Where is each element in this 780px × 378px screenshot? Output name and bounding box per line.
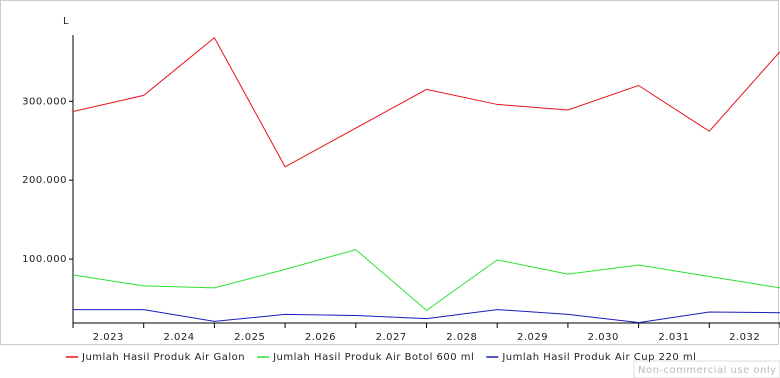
y-tick-label: 100.000 xyxy=(22,254,67,265)
legend-label: Jumlah Hasil Produk Air Botol 600 ml xyxy=(272,352,474,363)
x-tick-label: 2.030 xyxy=(588,332,619,343)
y-axis-label: L xyxy=(63,16,69,27)
series-line xyxy=(72,249,780,312)
x-tick-label: 2.023 xyxy=(93,332,124,343)
y-tick-label: 200.000 xyxy=(22,175,67,186)
x-tick-label: 2.029 xyxy=(517,332,548,343)
x-tick-label: 2.031 xyxy=(658,332,689,343)
series-line xyxy=(72,36,780,168)
chart-frame xyxy=(0,0,779,345)
legend-label: Jumlah Hasil Produk Air Galon xyxy=(81,352,245,363)
x-tick-label: 2.025 xyxy=(234,332,265,343)
watermark-box xyxy=(633,360,780,378)
x-tick-label: 2.028 xyxy=(446,332,477,343)
y-tick-label: 300.000 xyxy=(22,96,67,107)
x-tick-label: 2.027 xyxy=(376,332,407,343)
watermark: Non-commercial use only xyxy=(638,365,777,376)
legend-label: Jumlah Hasil Produk Air Cup 220 ml xyxy=(501,352,696,363)
x-tick-label: 2.026 xyxy=(305,332,336,343)
series-line xyxy=(73,309,780,324)
x-tick-label: 2.032 xyxy=(729,332,760,343)
x-tick-label: 2.024 xyxy=(163,332,194,343)
